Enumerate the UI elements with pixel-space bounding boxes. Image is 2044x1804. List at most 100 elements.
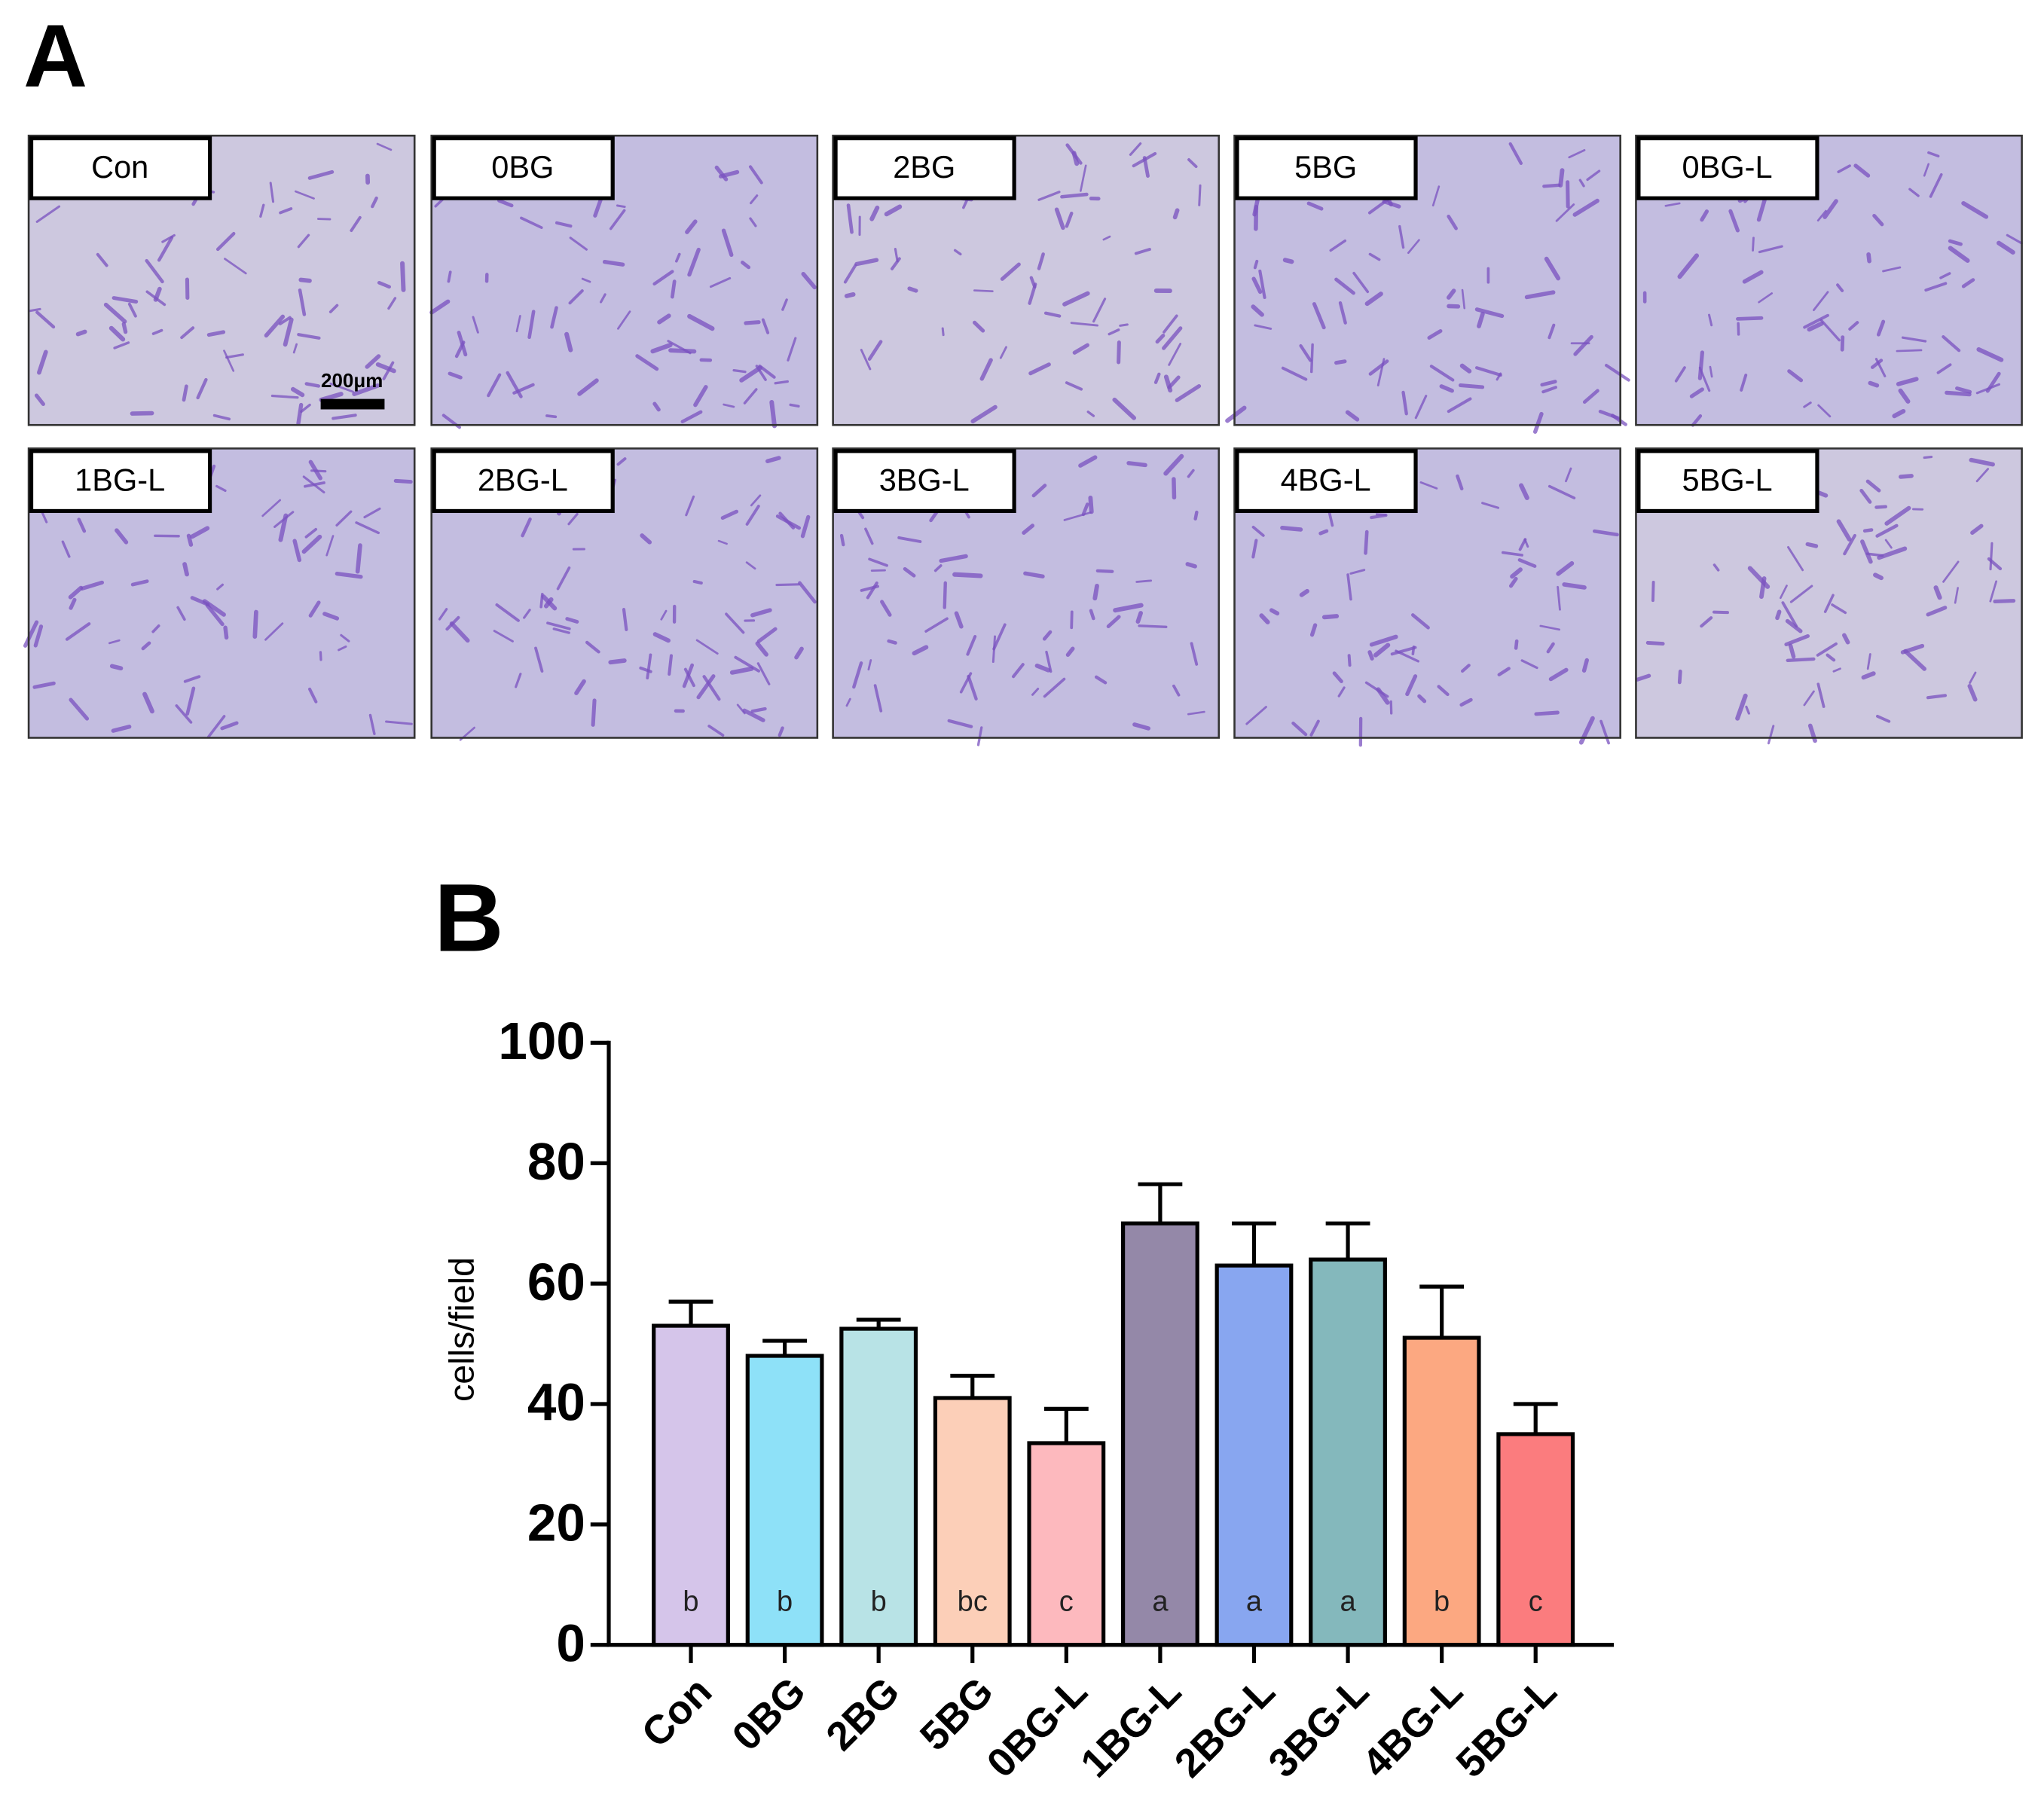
- cell: [1557, 585, 1561, 611]
- cell: [1520, 659, 1538, 670]
- significance-label: b: [1434, 1586, 1450, 1617]
- label-box: [1235, 449, 1418, 514]
- cell: [382, 361, 395, 380]
- cell: [1368, 359, 1389, 376]
- cell: [1429, 365, 1455, 382]
- cell: [1102, 235, 1111, 241]
- cell: [1677, 669, 1682, 685]
- cell: [1259, 613, 1270, 624]
- cell: [1282, 258, 1294, 264]
- cell: [1898, 388, 1911, 404]
- cell: [843, 264, 857, 284]
- cell: [1948, 239, 1963, 246]
- x-tick-label: 3BG-L: [1260, 1668, 1377, 1786]
- cell: [1736, 316, 1764, 321]
- cell: [1034, 663, 1051, 673]
- cell: [729, 666, 754, 675]
- cell: [1045, 650, 1053, 673]
- bar: [652, 1323, 730, 1647]
- cell: [867, 340, 883, 361]
- cell: [1605, 364, 1630, 382]
- panel-label: A: [23, 5, 87, 105]
- cell: [1312, 302, 1326, 330]
- cell: [1942, 334, 1961, 353]
- cell: [1975, 468, 1990, 483]
- cell: [1582, 389, 1599, 404]
- cell: [1562, 582, 1587, 590]
- cell: [1474, 307, 1505, 319]
- cell: [745, 561, 756, 570]
- cell: [487, 373, 502, 398]
- cell: [1070, 610, 1074, 630]
- cell: [1816, 682, 1826, 708]
- cell: [1936, 363, 1952, 374]
- cell: [1135, 611, 1143, 624]
- cell: [742, 708, 765, 722]
- cell: [577, 378, 599, 396]
- label-box: [1636, 136, 1819, 200]
- cell: [1876, 319, 1886, 337]
- cell: [1954, 587, 1959, 604]
- cell: [1446, 288, 1456, 300]
- cell: [185, 686, 196, 716]
- cell: [657, 313, 671, 325]
- cell: [1819, 319, 1841, 342]
- cell: [1651, 581, 1655, 603]
- cell: [295, 190, 315, 200]
- cell: [635, 354, 659, 371]
- cell: [778, 726, 784, 737]
- cell: [1269, 608, 1280, 616]
- cell: [1926, 606, 1948, 617]
- cell: [340, 633, 350, 643]
- cell: [1955, 386, 1972, 394]
- cell: [506, 371, 523, 398]
- cell: [1534, 710, 1560, 716]
- cell: [1789, 585, 1813, 603]
- cell: [1477, 312, 1485, 328]
- cell: [1780, 585, 1788, 600]
- cell: [608, 658, 627, 665]
- image-label: 3BG-L: [879, 462, 970, 497]
- image-label: 0BG-L: [1682, 149, 1773, 185]
- cell: [115, 528, 129, 545]
- cell: [108, 639, 121, 645]
- cell: [1390, 646, 1417, 656]
- cell: [1573, 334, 1593, 356]
- label-box: [1636, 449, 1819, 514]
- cell: [32, 681, 56, 689]
- cell: [1884, 505, 1911, 526]
- cell: [567, 512, 579, 526]
- bar: [1402, 1335, 1481, 1647]
- cell: [1299, 588, 1309, 597]
- cell: [1163, 453, 1184, 476]
- cell: [1080, 164, 1087, 192]
- cell: [1942, 560, 1960, 583]
- cell: [1346, 573, 1352, 601]
- cell: [1376, 687, 1390, 705]
- cell: [1786, 657, 1816, 662]
- cell: [1106, 615, 1121, 628]
- micrograph-frame: [1635, 447, 2023, 739]
- cell: [1948, 246, 1970, 263]
- cell: [1501, 551, 1523, 557]
- cell: [1708, 313, 1713, 327]
- cell: [1853, 163, 1871, 178]
- cell: [1299, 343, 1312, 362]
- cell: [1092, 583, 1099, 601]
- cell: [854, 258, 879, 267]
- cell: [454, 340, 466, 359]
- micrograph: 2BG: [832, 134, 1221, 426]
- cell: [683, 667, 695, 688]
- cell: [495, 603, 520, 622]
- cell: [696, 674, 716, 700]
- cell: [429, 299, 451, 315]
- cell: [1861, 671, 1876, 680]
- cell: [897, 536, 922, 543]
- cell: [121, 322, 128, 334]
- cell: [1095, 569, 1114, 573]
- significance-label: b: [871, 1586, 887, 1617]
- micrograph: 2BG-L: [430, 447, 819, 741]
- cell: [732, 369, 747, 374]
- cell: [1347, 654, 1352, 667]
- cell: [973, 289, 994, 292]
